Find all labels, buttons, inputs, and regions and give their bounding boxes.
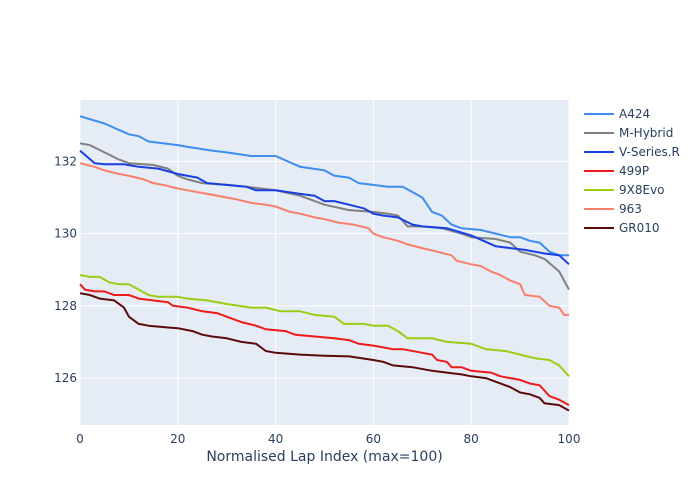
x-tick-label: 60 [366, 432, 381, 446]
legend-item[interactable]: M-Hybrid [584, 126, 673, 140]
x-tick-label: 0 [76, 432, 84, 446]
legend-label: GR010 [619, 221, 660, 235]
legend-label: A424 [619, 107, 650, 121]
x-tick-label: 80 [464, 432, 479, 446]
series-line-3 [79, 283, 570, 406]
legend-label: M-Hybrid [619, 126, 673, 140]
plot-area [80, 100, 569, 425]
legend-item[interactable]: 9X8Evo [584, 183, 665, 197]
x-tick-label: 100 [558, 432, 581, 446]
series-line-5 [79, 162, 569, 316]
legend-item[interactable]: GR010 [584, 221, 660, 235]
y-tick-label: 128 [54, 299, 77, 313]
series-layer [79, 115, 570, 412]
x-tick-label: 40 [268, 432, 283, 446]
legend-label: 9X8Evo [619, 183, 665, 197]
gridlines [79, 100, 570, 425]
series-line-0 [79, 115, 569, 257]
series-line-6 [79, 292, 570, 412]
x-axis-title: Normalised Lap Index (max=100) [206, 449, 442, 465]
x-tick-label: 20 [170, 432, 185, 446]
legend: A424 M-Hybrid V-Series.R 499P 9X8Evo 963 GR010 [584, 107, 680, 235]
y-tick-label: 132 [54, 154, 77, 168]
legend-item[interactable]: 499P [584, 164, 649, 178]
series-line-1 [79, 142, 570, 291]
legend-label: 499P [619, 164, 649, 178]
legend-item[interactable]: A424 [584, 107, 650, 121]
y-tick-label: 130 [54, 227, 77, 241]
series-line-4 [79, 274, 570, 377]
legend-label: V-Series.R [619, 145, 680, 159]
legend-item[interactable]: 963 [584, 202, 642, 216]
axis-ticks: 0 20 40 60 80 100 126 128 130 132 [54, 154, 580, 446]
legend-item[interactable]: V-Series.R [584, 145, 680, 159]
y-tick-label: 126 [54, 371, 77, 385]
legend-label: 963 [619, 202, 642, 216]
series-line-2 [79, 149, 570, 266]
